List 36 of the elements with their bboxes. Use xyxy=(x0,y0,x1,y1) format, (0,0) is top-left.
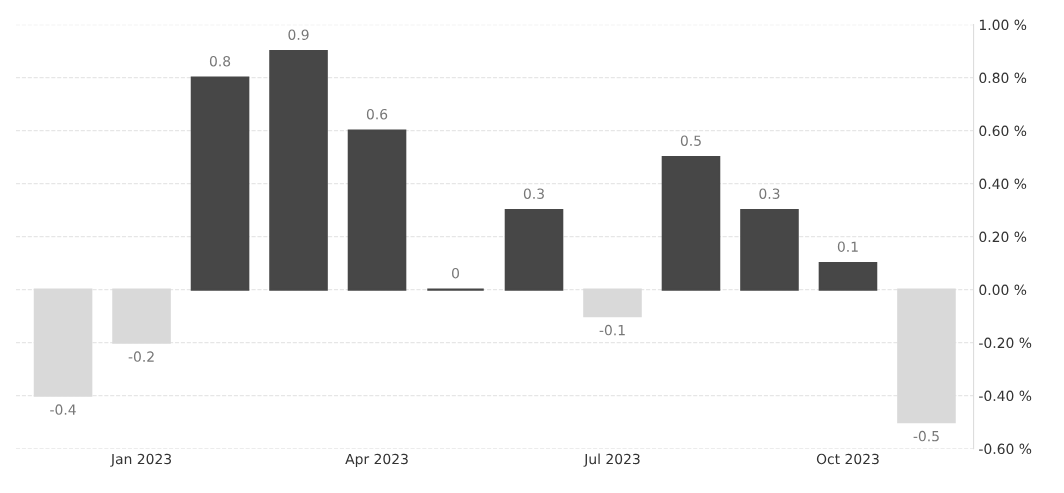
y-tick-label: 0.40 % xyxy=(979,178,1027,190)
bar xyxy=(661,156,721,291)
bar xyxy=(190,76,250,291)
bar xyxy=(583,288,642,318)
y-tick-label: 0.20 % xyxy=(979,231,1027,243)
x-tick-label: Oct 2023 xyxy=(816,453,879,465)
data-label: 0.8 xyxy=(209,55,231,67)
bar xyxy=(897,288,956,424)
bar xyxy=(269,50,328,291)
bar xyxy=(347,129,407,291)
data-label: 0.1 xyxy=(837,241,858,252)
x-tick-label: Jan 2023 xyxy=(110,453,172,467)
data-label: -0.2 xyxy=(128,351,154,362)
data-label: 0.3 xyxy=(759,188,780,199)
data-label: 0.3 xyxy=(523,188,544,199)
y-tick-label: -0.40 % xyxy=(979,390,1032,402)
y-tick-label: 0.00 % xyxy=(979,284,1027,296)
bar xyxy=(504,209,564,291)
y-tick-label: -0.60 % xyxy=(979,443,1032,455)
data-label: 0.5 xyxy=(680,135,701,146)
x-tick-label: Apr 2023 xyxy=(345,453,408,467)
bar xyxy=(112,288,171,344)
y-tick-label: 0.60 % xyxy=(979,125,1027,137)
y-tick-label: -0.20 % xyxy=(979,337,1032,349)
bar xyxy=(818,262,878,291)
data-label: 0 xyxy=(452,267,460,279)
data-label: -0.4 xyxy=(50,404,76,415)
data-label: 0.9 xyxy=(288,29,309,40)
y-tick-label: 0.80 % xyxy=(979,72,1027,84)
bar xyxy=(740,209,799,291)
data-label: 0.6 xyxy=(366,108,388,120)
bar xyxy=(33,288,93,397)
data-label: -0.5 xyxy=(913,430,939,442)
y-tick-label: 1.00 % xyxy=(979,19,1027,31)
data-label: -0.1 xyxy=(599,324,625,336)
x-tick-label: Jul 2023 xyxy=(583,453,640,467)
